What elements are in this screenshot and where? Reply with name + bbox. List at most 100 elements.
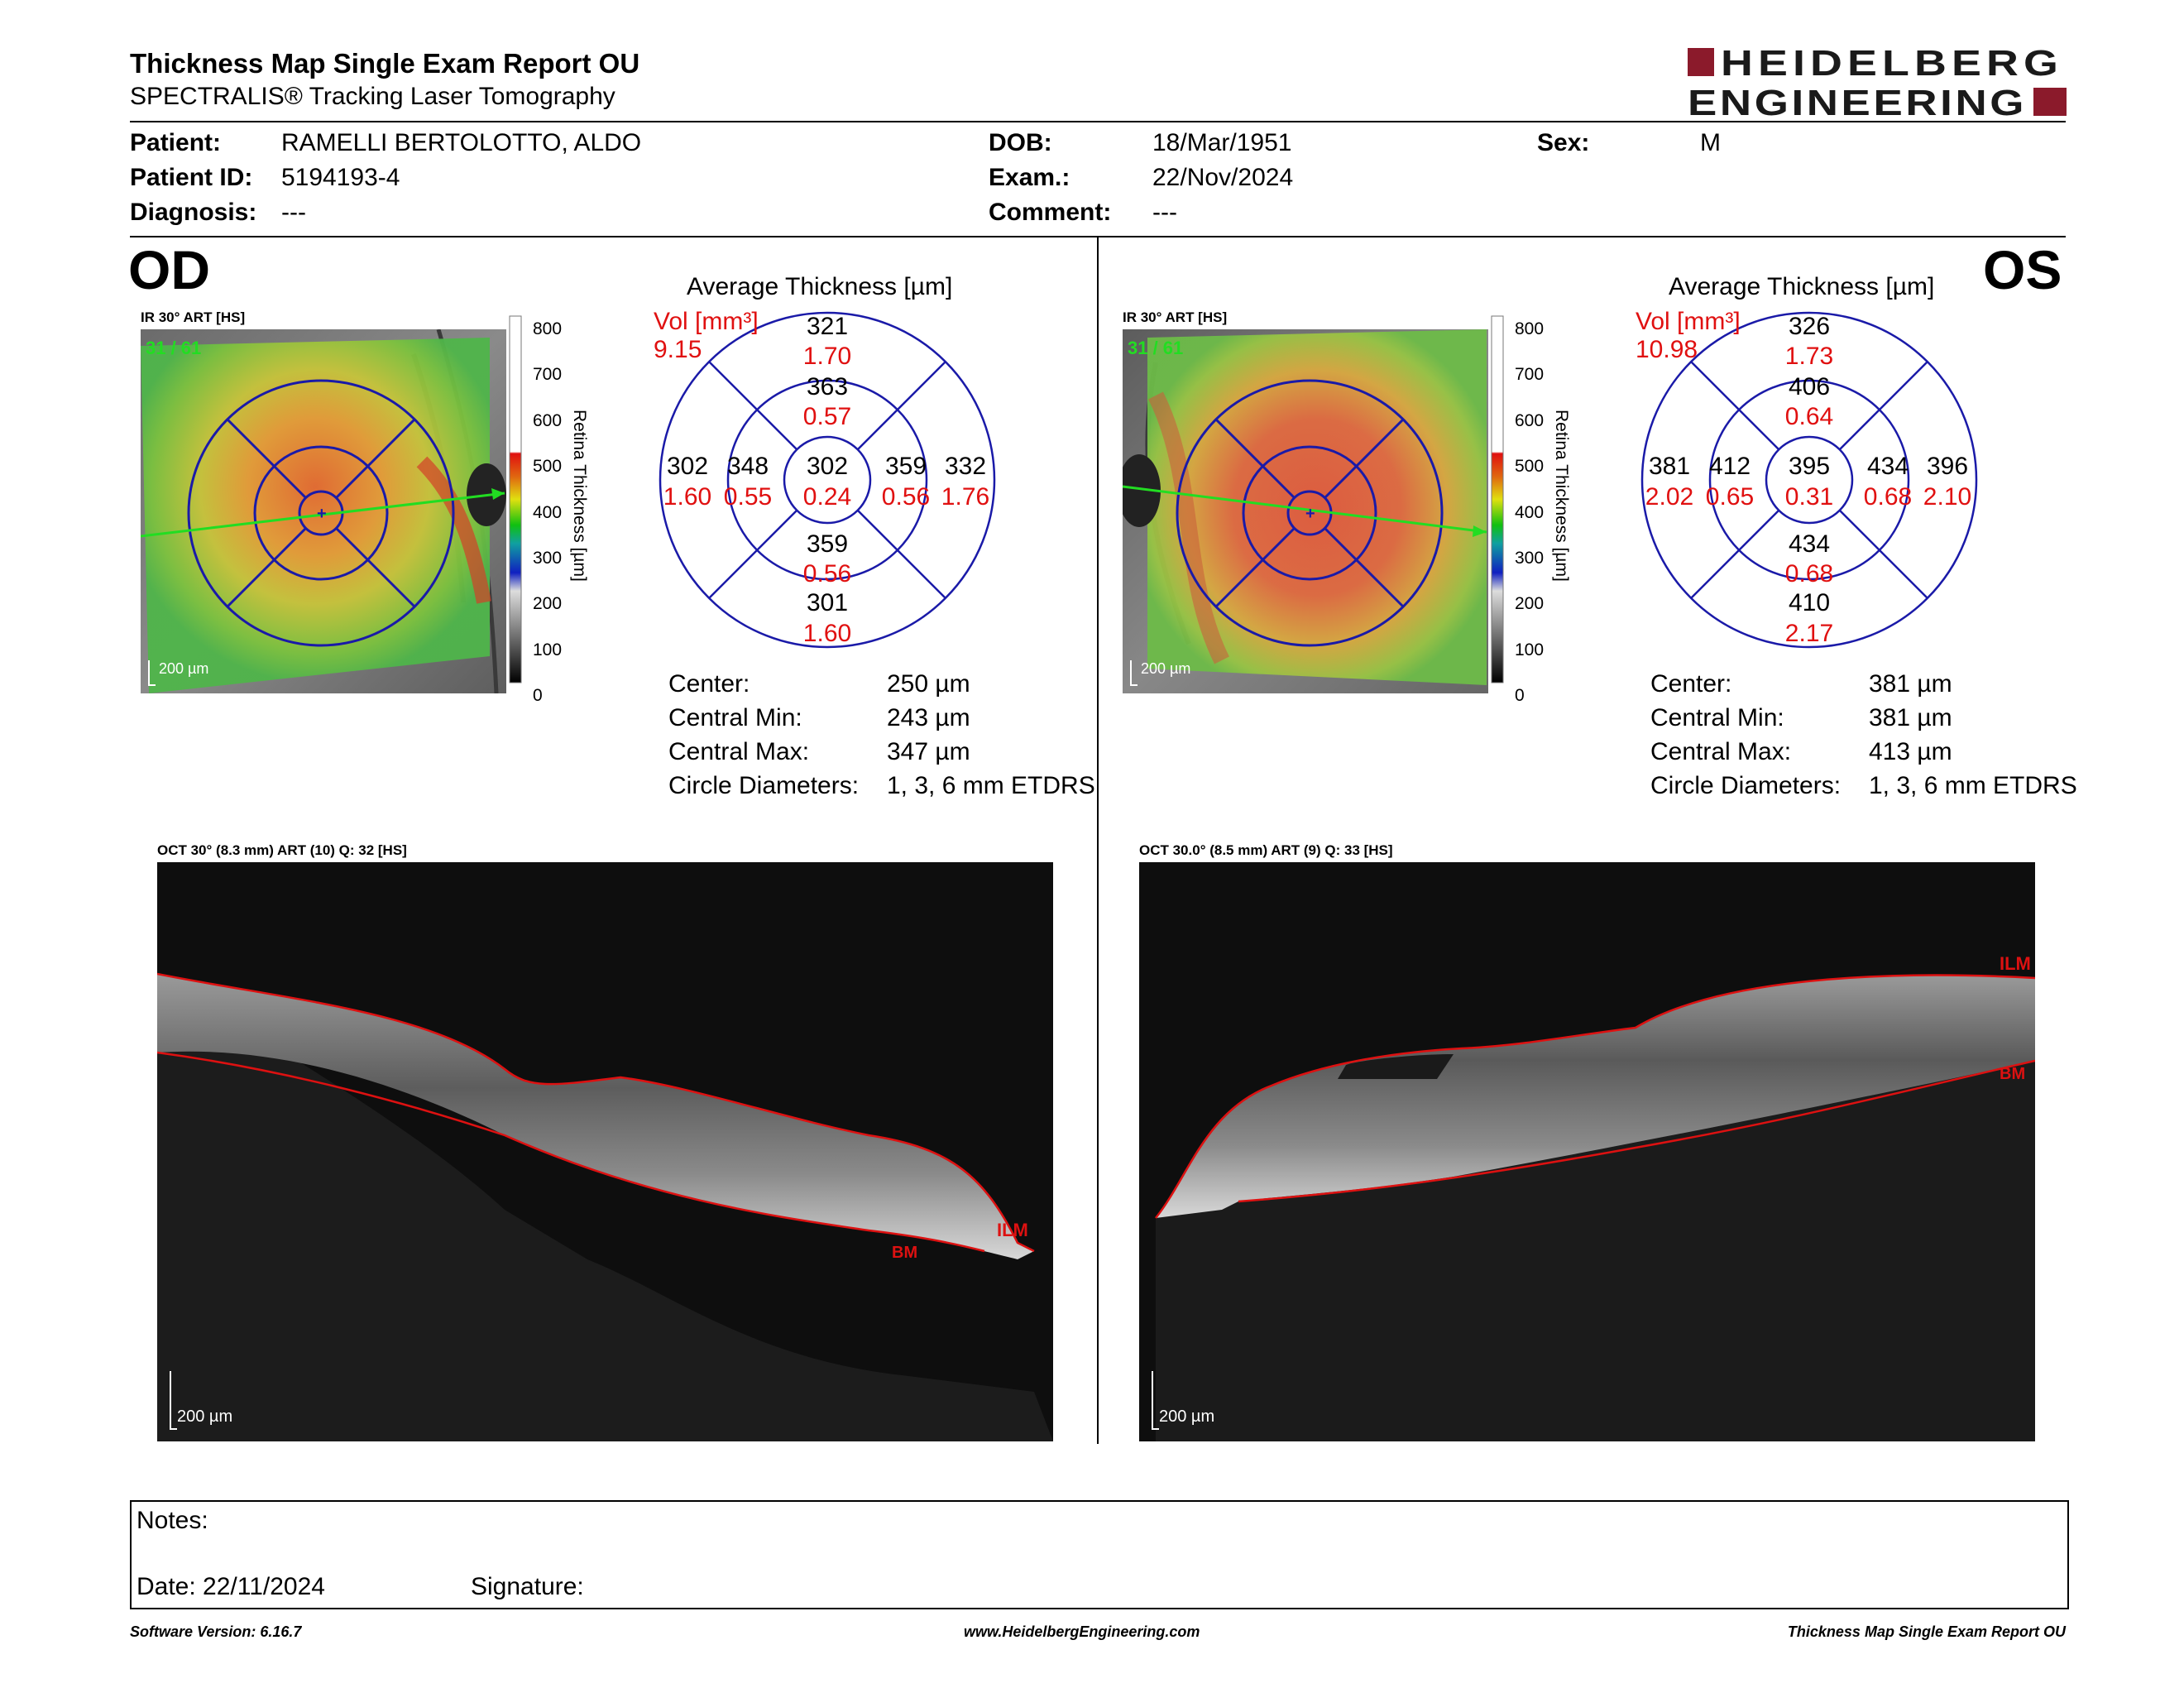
os-frame-counter: 31 / 61 (1128, 338, 1183, 358)
os-inner-left-volume: 0.65 (1706, 483, 1754, 511)
os-outer-top-volume: 1.73 (1785, 343, 1833, 370)
header-rule-bottom (130, 236, 2066, 237)
os-ilm-label: ILM (2000, 953, 2031, 974)
od-center-volume: 0.24 (803, 483, 851, 511)
dob-label: DOB: (989, 129, 1052, 156)
patient-name: RAMELLI BERTOLOTTO, ALDO (281, 129, 642, 156)
patient-id: 5194193-4 (281, 164, 400, 191)
os-max-value: 413 µm (1869, 738, 1952, 765)
os-inner-left-thickness: 412 (1709, 453, 1751, 480)
od-ilm-label: ILM (997, 1220, 1028, 1240)
od-colorbar-ticks: 800 700 600 500 400 300 200 100 0 (533, 319, 563, 706)
od-circle-value: 1, 3, 6 mm ETDRS (887, 772, 1095, 799)
od-outer-top-thickness: 321 (807, 313, 848, 340)
signature-label: Signature: (471, 1573, 584, 1600)
sex-value: M (1700, 129, 1721, 156)
od-max-value: 347 µm (887, 738, 970, 765)
os-outer-top-thickness: 326 (1789, 313, 1830, 340)
od-vol-label: Vol [mm³] (654, 308, 759, 335)
os-min-value: 381 µm (1869, 704, 1952, 731)
svg-text:+: + (1305, 505, 1315, 523)
os-outer-bottom-volume: 2.17 (1785, 620, 1833, 647)
od-frame-counter: 31 / 61 (146, 338, 201, 358)
notes-label: Notes: (136, 1507, 208, 1534)
sex-label: Sex: (1537, 129, 1590, 156)
od-inner-right-volume: 0.56 (882, 483, 930, 511)
os-oct-caption: OCT 30.0° (8.5 mm) ART (9) Q: 33 [HS] (1139, 842, 1393, 858)
od-inner-left-volume: 0.55 (724, 483, 772, 511)
od-outer-left-volume: 1.60 (663, 483, 711, 511)
od-thickness-map: + 31 / 61 200 µm (140, 328, 506, 694)
os-vol-total: 10.98 (1636, 336, 1698, 363)
os-outer-right-thickness: 396 (1927, 453, 1968, 480)
software-version: Software Version: 6.16.7 (130, 1623, 302, 1640)
os-outer-left-volume: 2.02 (1645, 483, 1693, 511)
os-max-label: Central Max: (1650, 738, 1792, 765)
od-center-label: Center: (668, 670, 750, 698)
od-inner-bottom-thickness: 359 (807, 530, 848, 558)
os-ir-scale: 200 µm (1141, 660, 1190, 677)
od-avg-title: Average Thickness [µm] (687, 273, 953, 300)
website-link[interactable]: www.HeidelbergEngineering.com (964, 1623, 1200, 1640)
os-oct-bscan: ILM BM 200 µm (1139, 862, 2036, 1441)
od-inner-right-thickness: 359 (885, 453, 927, 480)
od-outer-right-thickness: 332 (945, 453, 986, 480)
od-outer-top-volume: 1.70 (803, 343, 851, 370)
comment-label: Comment: (989, 199, 1112, 226)
os-inner-right-thickness: 434 (1867, 453, 1909, 480)
os-inner-top-volume: 0.64 (1785, 403, 1833, 430)
patient-id-label: Patient ID: (130, 164, 253, 191)
od-min-label: Central Min: (668, 704, 802, 731)
os-ir-caption: IR 30° ART [HS] (1123, 309, 1228, 325)
logo-text-1: HEIDELBERG (1721, 43, 2063, 84)
od-vol-total: 9.15 (654, 336, 702, 363)
od-outer-left-thickness: 302 (667, 453, 708, 480)
od-inner-bottom-volume: 0.56 (803, 560, 851, 587)
od-colorbar-label: Retina Thickness [µm] (570, 410, 589, 582)
dob-value: 18/Mar/1951 (1152, 129, 1292, 156)
os-inner-top-thickness: 406 (1789, 373, 1830, 400)
od-max-label: Central Max: (668, 738, 810, 765)
od-center-thickness: 302 (807, 453, 848, 480)
logo-text-2: ENGINEERING (1688, 83, 2027, 123)
eye-divider (1097, 237, 1099, 1444)
date-label: Date: 22/11/2024 (136, 1573, 325, 1600)
os-colorbar (1488, 311, 1571, 692)
od-oct-scale: 200 µm (177, 1407, 232, 1426)
os-circle-value: 1, 3, 6 mm ETDRS (1869, 772, 2077, 799)
eye-label-od: OD (128, 239, 210, 300)
footer-report-name: Thickness Map Single Exam Report OU (1787, 1623, 2066, 1640)
diagnosis-value: --- (281, 199, 306, 226)
os-etdrs-grid: 326 1.73 406 0.64 395 0.31 412 0.65 434 … (1636, 306, 1983, 654)
os-inner-bottom-thickness: 434 (1789, 530, 1830, 558)
od-outer-right-volume: 1.76 (941, 483, 989, 511)
notes-box[interactable]: Notes: Date: 22/11/2024 Signature: (130, 1500, 2069, 1609)
diagnosis-label: Diagnosis: (130, 199, 257, 226)
os-oct-scale: 200 µm (1159, 1407, 1214, 1426)
od-outer-bottom-volume: 1.60 (803, 620, 851, 647)
report-subtitle: SPECTRALIS® Tracking Laser Tomography (130, 83, 615, 110)
od-circle-label: Circle Diameters: (668, 772, 860, 799)
od-min-value: 243 µm (887, 704, 970, 731)
od-outer-bottom-thickness: 301 (807, 589, 848, 616)
header-rule-top (130, 121, 2066, 122)
os-inner-right-volume: 0.68 (1864, 483, 1912, 511)
os-bm-label: BM (2000, 1065, 2025, 1083)
os-center-thickness: 395 (1789, 453, 1830, 480)
os-center-label: Center: (1650, 670, 1732, 698)
od-ir-caption: IR 30° ART [HS] (141, 309, 246, 325)
od-inner-left-thickness: 348 (727, 453, 769, 480)
exam-value: 22/Nov/2024 (1152, 164, 1294, 191)
os-inner-bottom-volume: 0.68 (1785, 560, 1833, 587)
od-colorbar (506, 311, 589, 692)
od-center-value: 250 µm (887, 670, 970, 698)
os-center-value: 381 µm (1869, 670, 1952, 698)
od-oct-caption: OCT 30° (8.3 mm) ART (10) Q: 32 [HS] (157, 842, 407, 858)
os-outer-bottom-thickness: 410 (1789, 589, 1830, 616)
patient-label: Patient: (130, 129, 222, 156)
eye-label-os: OS (1983, 239, 2062, 300)
od-inner-top-thickness: 363 (807, 373, 848, 400)
os-vol-label: Vol [mm³] (1636, 308, 1741, 335)
heidelberg-logo: HEIDELBERG ENGINEERING (1688, 41, 2068, 124)
comment-value: --- (1152, 199, 1177, 226)
